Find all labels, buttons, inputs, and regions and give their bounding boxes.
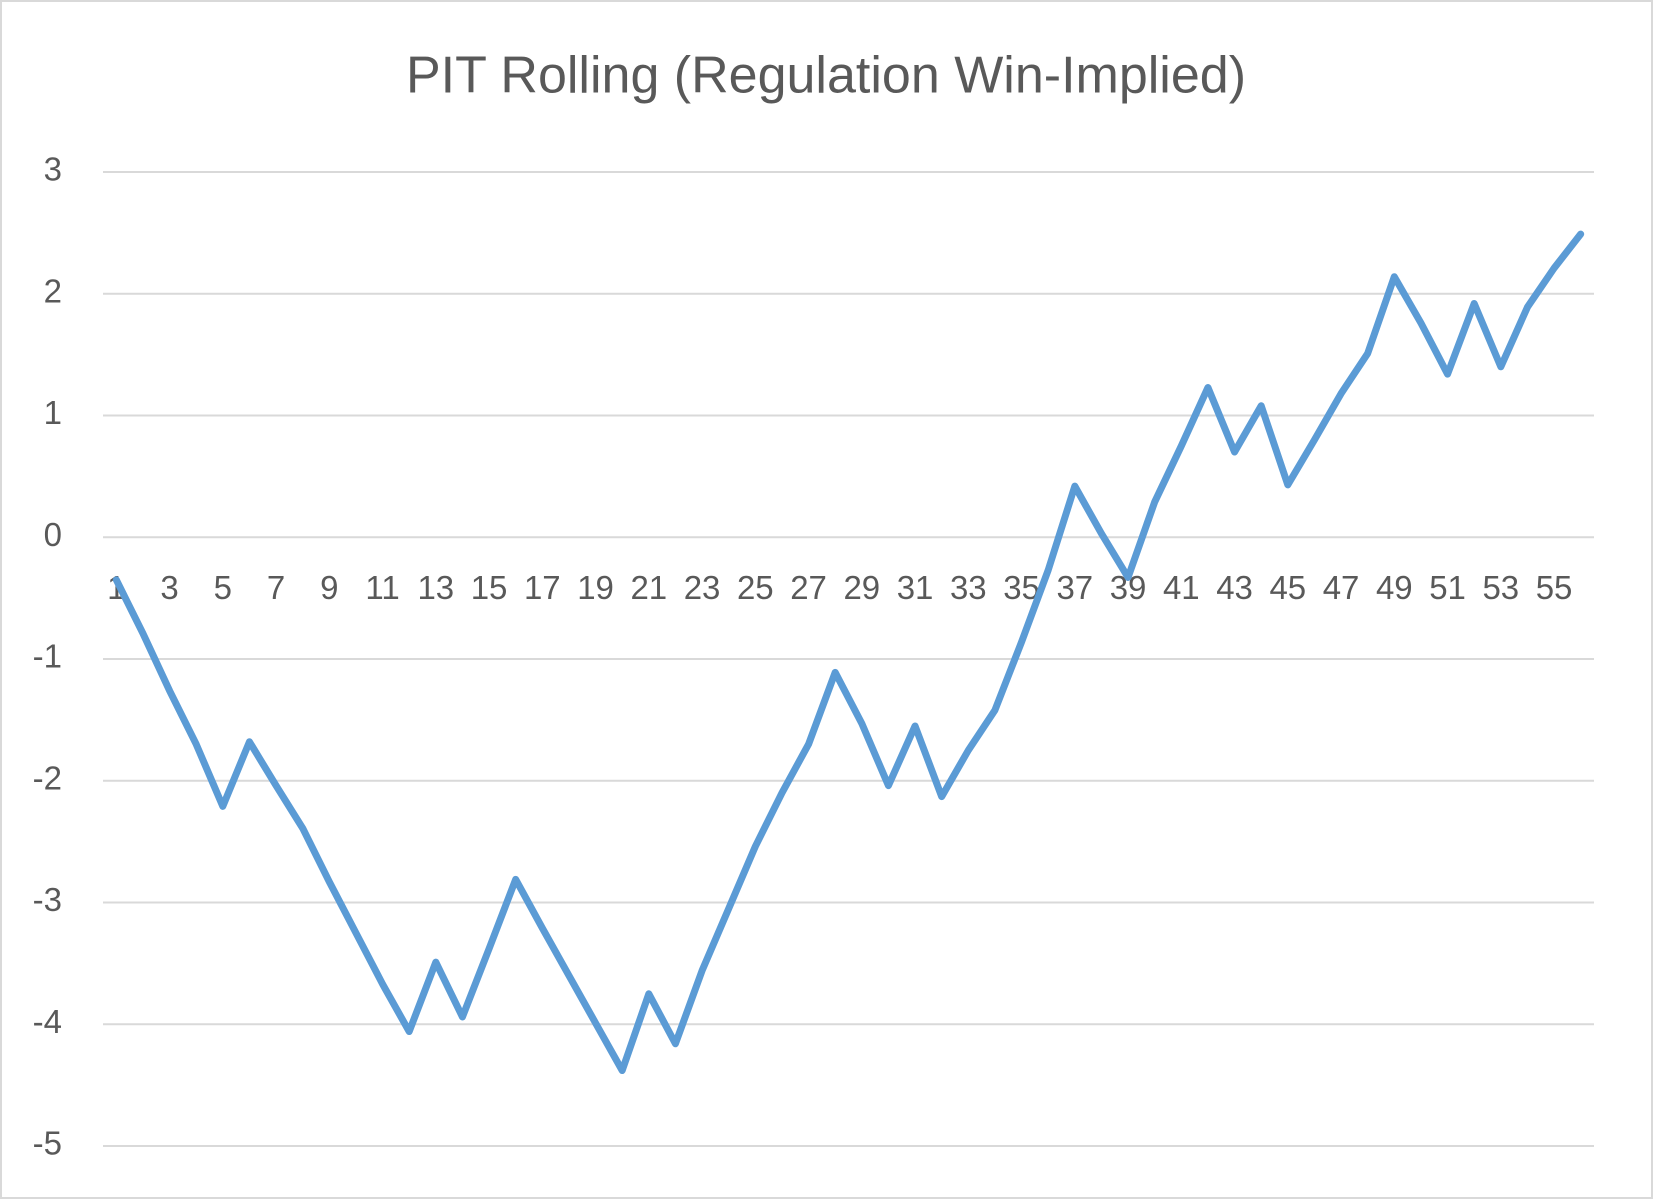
- x-tick-label: 49: [1376, 569, 1413, 606]
- y-tick-label: -1: [33, 638, 62, 675]
- y-tick-label: -4: [33, 1003, 62, 1040]
- y-tick-label: 0: [44, 516, 62, 553]
- x-tick-label: 45: [1269, 569, 1306, 606]
- x-tick-label: 53: [1482, 569, 1519, 606]
- x-tick-label: 5: [214, 569, 232, 606]
- y-tick-label: 3: [44, 151, 62, 188]
- x-tick-label: 33: [950, 569, 987, 606]
- x-tick-label: 37: [1056, 569, 1093, 606]
- x-tick-label: 29: [843, 569, 880, 606]
- chart-title: PIT Rolling (Regulation Win-Implied): [406, 47, 1246, 105]
- data-line: [112, 230, 1585, 1075]
- y-tick-label: -2: [33, 759, 62, 796]
- y-tick-label: -5: [33, 1125, 62, 1162]
- x-tick-label: 17: [524, 569, 561, 606]
- x-tick-label: 13: [417, 569, 454, 606]
- x-tick-label: 55: [1536, 569, 1573, 606]
- x-tick-label: 15: [471, 569, 508, 606]
- y-tick-label: 2: [44, 272, 62, 309]
- x-tick-label: 47: [1323, 569, 1360, 606]
- x-tick-label: 7: [267, 569, 285, 606]
- x-tick-label: 51: [1429, 569, 1466, 606]
- x-tick-label: 9: [320, 569, 338, 606]
- x-tick-label: 31: [897, 569, 934, 606]
- x-tick-label: 19: [577, 569, 614, 606]
- x-tick-label: 41: [1163, 569, 1200, 606]
- x-tick-label: 25: [737, 569, 774, 606]
- x-tick-label: 43: [1216, 569, 1253, 606]
- x-tick-label: 27: [790, 569, 827, 606]
- x-tick-label: 21: [630, 569, 667, 606]
- x-tick-label: 23: [684, 569, 721, 606]
- y-tick-label: -3: [33, 881, 62, 918]
- x-tick-label: 3: [160, 569, 178, 606]
- y-tick-label: 1: [44, 394, 62, 431]
- x-tick-label: 11: [365, 569, 399, 606]
